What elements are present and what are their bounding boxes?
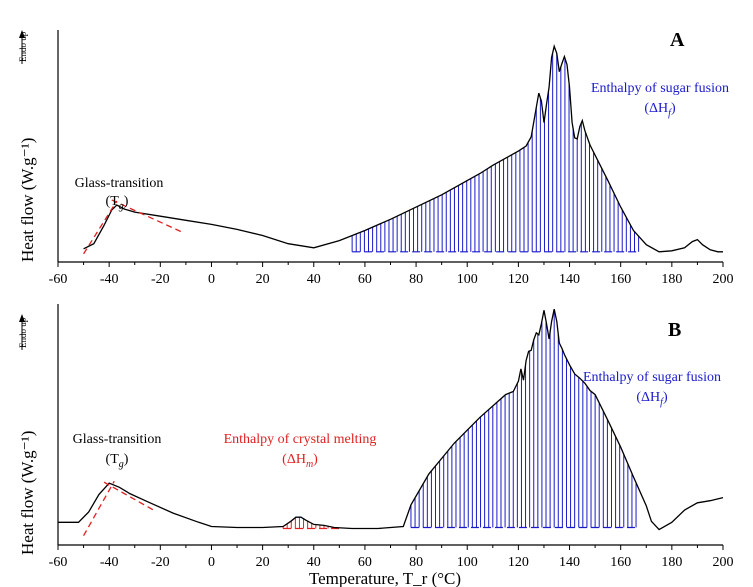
panel-b-x-tick-label: 80 — [409, 555, 423, 570]
panel-b-x-tick-label: 120 — [508, 555, 529, 570]
panel-b-x-tick-label: 60 — [358, 555, 372, 570]
panel-b-endo-arrowhead — [19, 314, 25, 322]
panel-b-x-tick-label: 20 — [256, 555, 270, 570]
panel-b-letter: B — [668, 319, 681, 341]
panel-b-ylabel: Heat flow (W.g⁻¹) — [18, 431, 37, 555]
panel-a-x-tick-label: 180 — [661, 272, 682, 287]
panel-a-x-tick-label: -60 — [49, 272, 68, 287]
panel-a-x-tick-label: 100 — [457, 272, 478, 287]
panel-a-x-tick-label: 60 — [358, 272, 372, 287]
panel-b-heat-flow-curve — [58, 308, 724, 531]
panel-b-x-tick-label: 160 — [610, 555, 631, 570]
panel-b-annotation: Enthalpy of sugar fusion — [583, 370, 721, 385]
panel-a-annotation: Glass-transition — [75, 176, 164, 191]
panel-b-x-tick-label: -60 — [49, 555, 68, 570]
panel-b-annotation: Enthalpy of crystal melting — [224, 432, 377, 447]
panel-b-x-tick-label: 200 — [713, 555, 734, 570]
panel-a-x-tick-label: 140 — [559, 272, 580, 287]
panel-a-annotation: (ΔHf) — [644, 101, 676, 119]
panel-a-endo-arrowhead — [19, 30, 25, 38]
panel-b-x-tick-label: 0 — [208, 555, 215, 570]
panel-a-x-tick-label: 120 — [508, 272, 529, 287]
panel-a-heat-flow-curve — [83, 44, 723, 253]
panel-a-x-tick-label: 40 — [307, 272, 321, 287]
panel-a-x-tick-label: 160 — [610, 272, 631, 287]
x-axis-title: Temperature, T_r (°C) — [309, 569, 461, 587]
panel-a-ylabel: Heat flow (W.g⁻¹) — [18, 138, 37, 262]
panel-b-x-tick-label: 140 — [559, 555, 580, 570]
panel-b-annotation: Glass-transition — [73, 432, 162, 447]
panel-a-x-tick-label: 80 — [409, 272, 423, 287]
panel-a-annotation: Enthalpy of sugar fusion — [591, 81, 729, 96]
panel-a-endo-label: Endo up — [18, 31, 28, 62]
panel-b-x-tick-label: 100 — [457, 555, 478, 570]
panel-a-x-tick-label: 200 — [713, 272, 734, 287]
panel-b-endo-label: Endo up — [18, 317, 28, 348]
panel-b-annotation: (Tg) — [106, 452, 129, 470]
panel-b-annotation: (ΔHf) — [636, 390, 668, 408]
panel-a-x-tick-label: 20 — [256, 272, 270, 287]
panel-a-letter: A — [670, 29, 685, 51]
panel-a-annotation: (Tg) — [106, 194, 129, 212]
panel-a-x-tick-label: -20 — [151, 272, 170, 287]
panel-a-x-tick-label: 0 — [208, 272, 215, 287]
panel-b-x-tick-label: 40 — [307, 555, 321, 570]
panel-a-tangent-line — [83, 200, 118, 255]
panel-b-tangent-line — [83, 480, 115, 537]
panel-b-x-tick-label: -40 — [100, 555, 119, 570]
panel-b-tangent-line — [103, 481, 156, 512]
panel-b-annotation: (ΔHm) — [282, 452, 318, 470]
panel-a-x-tick-label: -40 — [100, 272, 119, 287]
panel-a-tangent-line — [111, 199, 182, 233]
panel-b-x-tick-label: -20 — [151, 555, 170, 570]
panel-b-x-tick-label: 180 — [661, 555, 682, 570]
